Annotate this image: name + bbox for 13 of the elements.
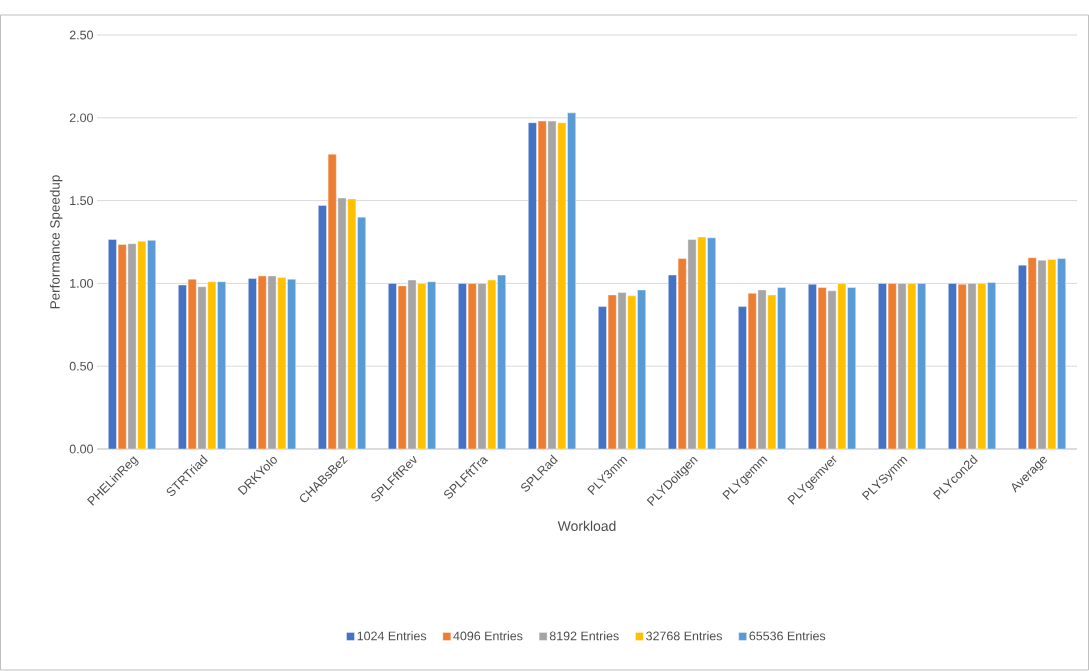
y-tick-label: 1.50 [70, 196, 93, 206]
x-axis-title: Workload [557, 520, 616, 531]
y-tick-label: 2.50 [69, 30, 93, 40]
y-tick-label: 0.00 [69, 444, 93, 454]
legend-label: 4096 Entries [453, 631, 523, 641]
y-tick-label: 2.00 [69, 113, 93, 123]
y-tick-label: 1.00 [70, 279, 93, 288]
y-tick-label: 0.50 [69, 361, 93, 371]
legend-label: 1024 Entries [357, 631, 427, 641]
legend-label: 32768 Entries [646, 631, 722, 641]
legend-label: 8192 Entries [549, 631, 619, 641]
y-axis-title: Performance Speedup [49, 175, 63, 309]
legend-label: 65536 Entries [749, 631, 826, 641]
